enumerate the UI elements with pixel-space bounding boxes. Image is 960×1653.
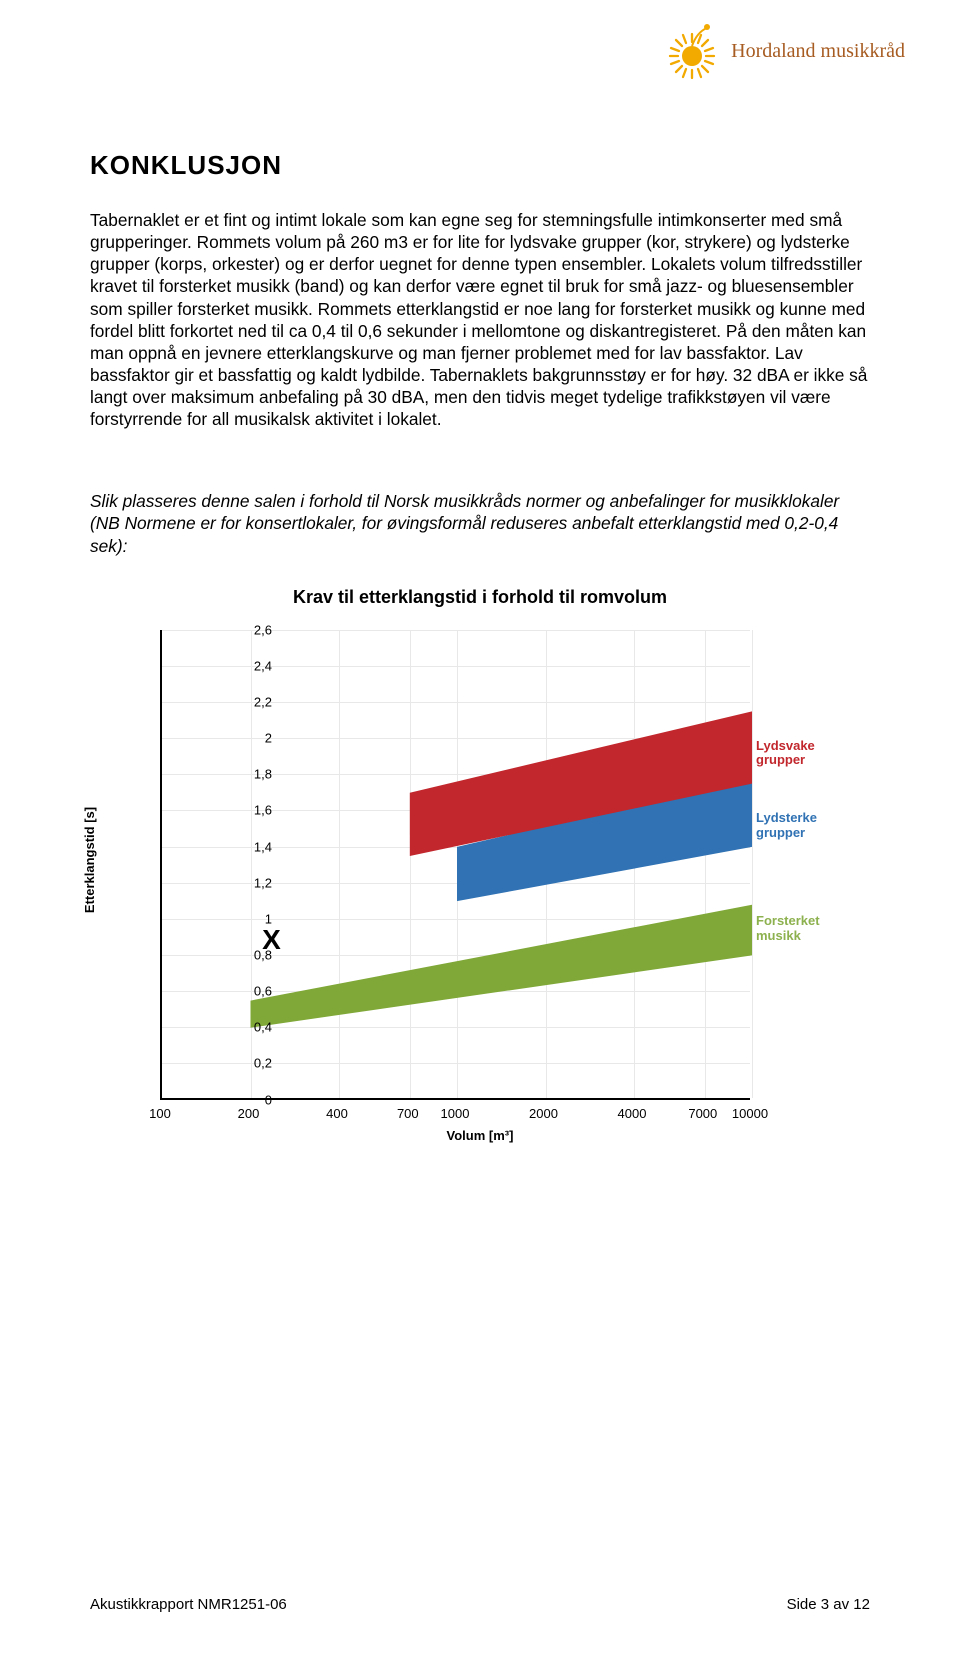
footer-report-id: Akustikkrapport NMR1251-06 xyxy=(90,1596,287,1613)
y-tick-label: 1,2 xyxy=(212,875,272,890)
x-tick-label: 100 xyxy=(149,1106,171,1121)
x-tick-label: 10000 xyxy=(732,1106,768,1121)
x-tick-label: 200 xyxy=(238,1106,260,1121)
y-tick-label: 2,2 xyxy=(212,694,272,709)
y-tick-label: 2,6 xyxy=(212,622,272,637)
y-tick-label: 1,4 xyxy=(212,839,272,854)
legend-label: Forsterket musikk xyxy=(756,914,856,943)
x-tick-label: 400 xyxy=(326,1106,348,1121)
y-tick-label: 0,4 xyxy=(212,1020,272,1035)
chart-title: Krav til etterklangstid i forhold til ro… xyxy=(90,587,870,608)
legend-label: Lydsterke grupper xyxy=(756,811,856,840)
y-tick-label: 2 xyxy=(212,731,272,746)
data-point-marker: X xyxy=(262,924,281,956)
y-tick-label: 0,2 xyxy=(212,1056,272,1071)
footer-page-number: Side 3 av 12 xyxy=(787,1596,870,1613)
conclusion-paragraph: Tabernaklet er et fint og intimt lokale … xyxy=(90,209,870,430)
y-tick-label: 0,6 xyxy=(212,984,272,999)
org-logo: Hordaland musikkråd xyxy=(663,22,905,80)
reverb-chart: Etterklangstid [s] Volum [m³] 00,20,40,6… xyxy=(90,620,870,1140)
page-title: KONKLUSJON xyxy=(90,150,870,181)
y-tick-label: 1,8 xyxy=(212,767,272,782)
y-tick-label: 1,6 xyxy=(212,803,272,818)
x-tick-label: 700 xyxy=(397,1106,419,1121)
chart-band xyxy=(251,904,753,1027)
legend-label: Lydsvake grupper xyxy=(756,739,856,768)
sun-icon xyxy=(663,22,721,80)
x-axis-label: Volum [m³] xyxy=(447,1128,514,1143)
x-tick-label: 4000 xyxy=(618,1106,647,1121)
chart-container: Krav til etterklangstid i forhold til ro… xyxy=(90,587,870,1140)
page-footer: Akustikkrapport NMR1251-06 Side 3 av 12 xyxy=(90,1596,870,1613)
y-axis-label: Etterklangstid [s] xyxy=(82,807,97,913)
x-tick-label: 1000 xyxy=(441,1106,470,1121)
x-tick-label: 2000 xyxy=(529,1106,558,1121)
chart-intro: Slik plasseres denne salen i forhold til… xyxy=(90,490,870,556)
x-tick-label: 7000 xyxy=(688,1106,717,1121)
org-name: Hordaland musikkråd xyxy=(731,40,905,63)
y-tick-label: 2,4 xyxy=(212,658,272,673)
